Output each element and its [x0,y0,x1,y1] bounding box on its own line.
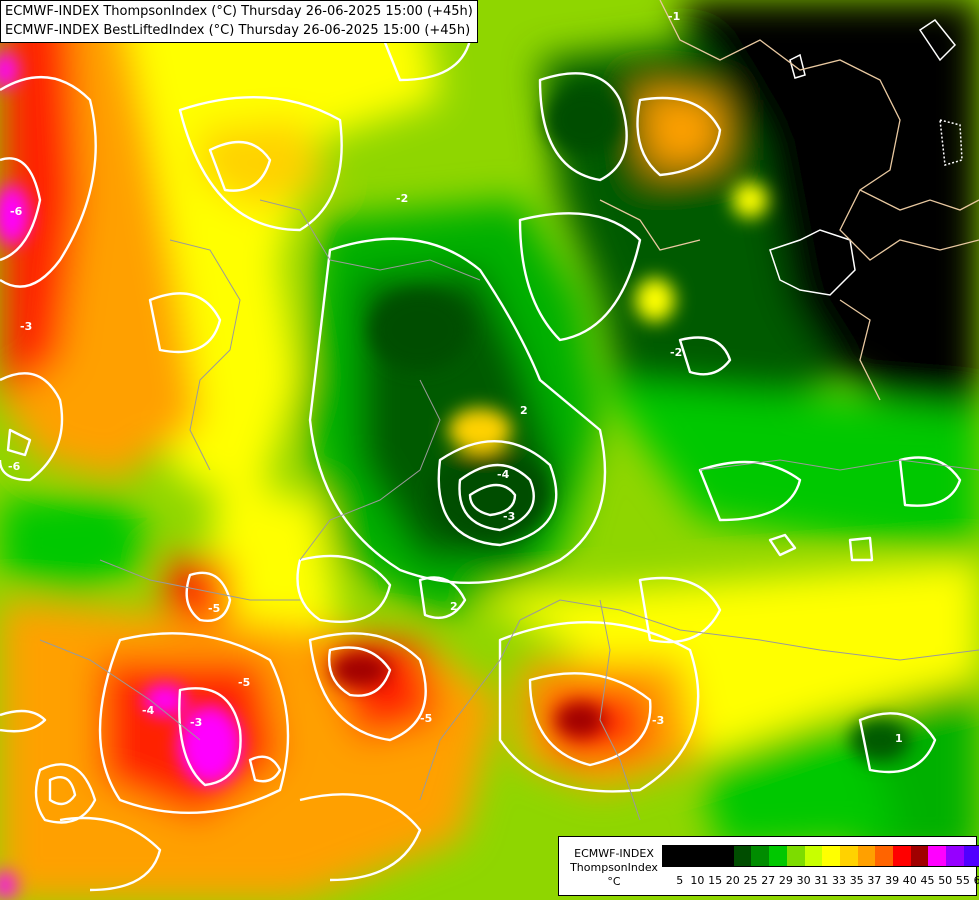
legend-swatch [751,846,770,866]
legend-tick-label: 45 [920,874,935,887]
legend-tick-label: 50 [938,874,953,887]
contour-label: 2 [450,600,458,613]
legend-swatch [680,846,699,866]
legend-swatch [910,846,929,866]
legend-swatch [839,846,858,866]
legend-swatch [857,846,876,866]
legend-swatch [875,846,893,866]
contour-label: -1 [668,10,680,23]
legend-swatch [663,846,681,866]
legend-tick-label: 30 [796,874,811,887]
legend-swatch [928,846,946,866]
legend-tick-labels: 5 1015202527293031333537394045505560 [662,874,979,888]
country-borders [599,0,979,401]
legend-tick-label: 15 [708,874,723,887]
legend-tick-label: 25 [743,874,758,887]
legend-tick-label: 35 [849,874,864,887]
legend-swatch [698,846,717,866]
legend-tick-label: 39 [885,874,900,887]
legend-parameter: ThompsonIndex [570,861,658,874]
contour-label: -5 [420,712,432,725]
contour-label: -4 [497,468,510,481]
contour-label: -6 [8,460,21,473]
legend-tick-label: 37 [867,874,882,887]
legend-swatch [963,846,979,866]
map-borders-grey [39,199,979,821]
contour-label: -5 [238,676,250,689]
legend-tick-label: 40 [902,874,917,887]
legend-tick-label: 55 [955,874,970,887]
contour-label: -2 [670,346,682,359]
contour-label: -3 [20,320,32,333]
legend-swatch [716,846,734,866]
legend-color-bar [662,845,979,867]
contour-label: -3 [503,510,515,523]
map-title: ECMWF-INDEX ThompsonIndex (°C) Thursday … [0,0,478,43]
legend-tick-label: 31 [814,874,829,887]
contour-label: -3 [652,714,664,727]
legend-swatch [822,846,840,866]
contour-label: -4 [142,704,155,717]
title-line-best-lifted-index: ECMWF-INDEX BestLiftedIndex (°C) Thursda… [5,23,471,38]
legend-tick-label: 60 [973,874,979,887]
legend-swatch [733,846,752,866]
color-legend: ECMWF-INDEX ThompsonIndex °C 5 10 15 20 25 27… [558,836,979,896]
lifted-index-contours [0,20,962,892]
legend-tick-label: 29 [778,874,793,887]
legend-tick-label: 27 [761,874,776,887]
legend-swatch [769,846,787,866]
legend-tick-label: 10 [690,874,705,887]
legend-swatch [892,846,911,866]
contour-label: -3 [190,716,202,729]
legend-model: ECMWF-INDEX [574,847,654,860]
legend-swatch [946,846,964,866]
contour-label: -6 [10,205,23,218]
contour-label: 1 [895,732,903,745]
title-line-thompson-index: ECMWF-INDEX ThompsonIndex (°C) Thursday … [5,4,473,19]
legend-title: ECMWF-INDEX ThompsonIndex °C [564,847,664,889]
contour-label: -5 [208,602,220,615]
legend-unit: °C [607,875,621,888]
contour-label: -2 [396,192,408,205]
legend-tick-label: 5 [676,874,684,887]
contour-labels: -1 -2 -3 -4 -5 -5 -5 -6 -6 -3 -3 -3 -4 2… [8,10,903,745]
legend-tick-label: 33 [832,874,846,887]
legend-tick-label: 20 [725,874,740,887]
legend-swatch [786,846,805,866]
land-sea-edge [769,18,963,296]
legend-swatch [804,846,823,866]
contour-label: 2 [520,404,528,417]
